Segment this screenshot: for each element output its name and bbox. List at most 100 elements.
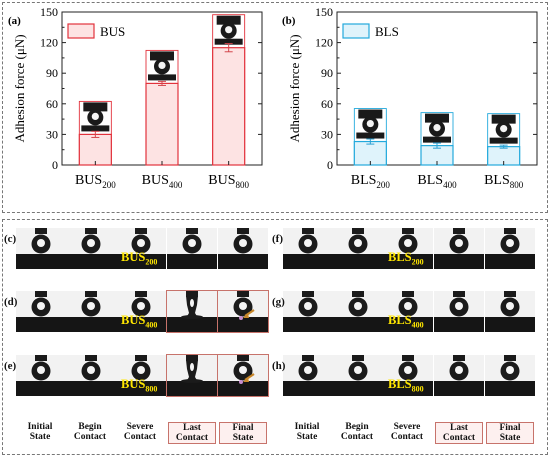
highlight xyxy=(455,302,463,310)
substrate xyxy=(66,317,116,332)
substrate xyxy=(434,381,484,396)
droplet-photo xyxy=(167,291,217,332)
stage-label: Final State xyxy=(219,422,267,444)
highlight xyxy=(354,366,362,374)
droplet-icon xyxy=(489,114,518,144)
needle xyxy=(85,228,97,234)
needle xyxy=(453,228,465,234)
substrate xyxy=(383,381,433,396)
needle xyxy=(35,355,47,361)
panel-label: (a) xyxy=(8,15,21,27)
chart-a: 0 30 60 90 120 150 Adhesion force (μN) (a) BUS BU… xyxy=(8,5,263,190)
substrate xyxy=(167,254,217,269)
stage-label: Begin Contact xyxy=(340,422,374,442)
droplet-photo xyxy=(383,291,433,332)
substrate xyxy=(383,317,433,332)
substrate xyxy=(167,381,217,396)
droplet-photo xyxy=(16,228,66,269)
y-tick-label: 60 xyxy=(321,97,333,111)
photo-tile xyxy=(217,354,269,397)
needle xyxy=(352,228,364,234)
needle xyxy=(402,228,414,234)
needle xyxy=(453,291,465,297)
droplet-photo xyxy=(485,291,535,332)
photo-tile xyxy=(383,355,433,396)
photo-tile xyxy=(66,291,116,332)
droplet-photo xyxy=(167,355,217,396)
substrate xyxy=(16,317,66,332)
photo-panel-label: (e) xyxy=(4,360,17,372)
highlight xyxy=(37,239,45,247)
needle xyxy=(186,291,198,297)
x-tick-label: BUS200 xyxy=(75,173,116,190)
highlight xyxy=(37,366,45,374)
stage-label: Severe Contact xyxy=(390,422,424,442)
droplet-photo xyxy=(333,291,383,332)
droplet-photo xyxy=(66,228,116,269)
legend-swatch xyxy=(67,23,95,39)
stage-label: Last Contact xyxy=(435,422,483,444)
needle xyxy=(402,291,414,297)
photo-tile xyxy=(434,291,484,332)
y-tick-label: 150 xyxy=(315,5,333,19)
substrate xyxy=(116,317,166,332)
substrate xyxy=(116,381,166,396)
substrate xyxy=(333,254,383,269)
y-tick-label: 120 xyxy=(40,36,58,50)
bar xyxy=(212,47,246,166)
sample-overlay-label: BLS400 xyxy=(388,313,424,330)
droplet-photo xyxy=(434,291,484,332)
droplet-icon xyxy=(356,109,385,139)
photo-tile xyxy=(116,355,166,396)
y-tick-label: 90 xyxy=(46,66,58,80)
needle xyxy=(85,291,97,297)
highlight xyxy=(87,366,95,374)
droplet-photo xyxy=(218,355,268,396)
droplet-photo xyxy=(434,355,484,396)
droplet-photo xyxy=(66,355,116,396)
y-tick-label: 90 xyxy=(321,66,333,80)
stage-label: Initial State xyxy=(294,422,320,442)
panel-label: (b) xyxy=(282,15,296,27)
highlight xyxy=(354,239,362,247)
needle xyxy=(453,355,465,361)
highlight xyxy=(404,366,412,374)
photo-tile xyxy=(66,355,116,396)
substrate xyxy=(333,381,383,396)
photo-tile xyxy=(116,228,166,269)
legend: BLS xyxy=(342,23,399,39)
droplet-photo xyxy=(116,355,166,396)
needle xyxy=(504,355,516,361)
photo-tile xyxy=(16,228,66,269)
highlight xyxy=(304,239,312,247)
photo-tile xyxy=(434,228,484,269)
stage-label: Begin Contact xyxy=(73,422,107,442)
photo-tile xyxy=(383,228,433,269)
droplet-photo xyxy=(16,291,66,332)
y-axis-label: Adhesion force (μN) xyxy=(287,34,302,142)
photo-panel-label: (d) xyxy=(4,296,18,308)
droplet-icon xyxy=(148,51,176,81)
highlight xyxy=(304,302,312,310)
photos-frame xyxy=(2,219,548,455)
droplet-icon xyxy=(81,102,110,132)
y-tick-label: 30 xyxy=(321,127,333,141)
needle xyxy=(352,291,364,297)
highlight xyxy=(506,366,514,374)
photo-tile xyxy=(283,291,333,332)
substrate xyxy=(383,254,433,269)
needle xyxy=(302,228,314,234)
droplet-photo xyxy=(283,291,333,332)
photo-tile xyxy=(434,355,484,396)
droplet-photo xyxy=(218,228,268,269)
highlight xyxy=(188,239,196,247)
droplet-photo xyxy=(333,228,383,269)
droplet-photo xyxy=(485,228,535,269)
arrow-head xyxy=(243,377,249,382)
highlight xyxy=(87,239,95,247)
highlight xyxy=(137,239,145,247)
photo-tile xyxy=(218,228,268,269)
photo-tile xyxy=(333,355,383,396)
droplet-photo xyxy=(333,355,383,396)
needle xyxy=(302,291,314,297)
